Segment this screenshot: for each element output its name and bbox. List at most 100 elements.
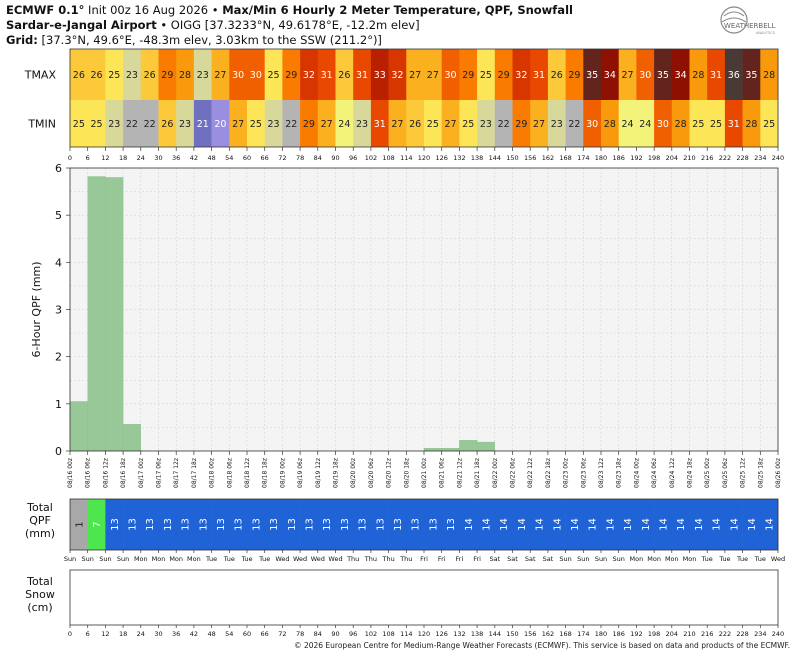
total-qpf-cell (477, 499, 496, 550)
tmin-cell (105, 100, 124, 147)
qpf-x-tick-label: 08/22 12z (527, 458, 534, 488)
temp-x-tick-label: 222 (719, 154, 731, 162)
day-label: Sun (613, 555, 625, 563)
tmin-value: 23 (108, 119, 120, 130)
total-qpf-cell (211, 499, 230, 550)
snow-x-tick-label: 168 (559, 630, 571, 638)
total-qpf-label-line: QPF (29, 514, 51, 527)
total-qpf-value: 13 (358, 518, 369, 531)
qpf-x-tick-label: 08/17 18z (191, 458, 198, 488)
qpf-x-tick-label: 08/26 00z (775, 458, 782, 488)
qpf-x-tick-label: 08/21 06z (439, 458, 446, 488)
day-label: Wed (771, 555, 785, 563)
tmax-value: 27 (214, 70, 226, 81)
day-label: Sat (525, 555, 536, 563)
snow-x-tick-label: 180 (595, 630, 607, 638)
snow-x-tick-label: 132 (453, 630, 465, 638)
total-qpf-value: 13 (110, 518, 121, 531)
total-qpf-cell (353, 499, 372, 550)
qpf-x-tick-label: 08/19 00z (279, 458, 286, 488)
day-label: Tue (701, 555, 713, 563)
tmax-cell (193, 49, 212, 100)
tmin-cell (547, 100, 566, 147)
tmin-cell (618, 100, 637, 147)
tmax-value: 32 (303, 70, 315, 81)
tmax-value: 26 (91, 70, 103, 81)
total-qpf-cell (547, 499, 566, 550)
snow-x-tick-label: 228 (736, 630, 748, 638)
qpf-x-tick-label: 08/22 00z (492, 458, 499, 488)
tmax-value: 28 (763, 70, 775, 81)
total-qpf-value: 13 (269, 518, 280, 531)
total-qpf-value: 14 (658, 518, 669, 531)
day-label: Mon (647, 555, 661, 563)
day-label: Sun (117, 555, 129, 563)
temp-x-tick-label: 18 (119, 154, 127, 162)
snow-x-tick-label: 216 (701, 630, 713, 638)
day-label: Fri (420, 555, 428, 563)
tmax-value: 27 (409, 70, 421, 81)
snow-x-tick-label: 90 (331, 630, 339, 638)
day-label: Tue (258, 555, 270, 563)
tmin-cell (671, 100, 690, 147)
temp-x-tick-label: 186 (612, 154, 624, 162)
total-qpf-cell (406, 499, 425, 550)
day-label: Tue (736, 555, 748, 563)
tmax-value: 30 (250, 70, 262, 81)
temp-x-tick-label: 84 (314, 154, 322, 162)
qpf-x-tick-label: 08/19 12z (315, 458, 322, 488)
tmin-cell (760, 100, 779, 147)
snow-x-tick-label: 18 (119, 630, 127, 638)
total-qpf-cell (317, 499, 336, 550)
tmax-cell (636, 49, 655, 100)
tmin-cell (229, 100, 248, 147)
snow-x-tick-label: 66 (261, 630, 269, 638)
temp-x-tick-label: 168 (559, 154, 571, 162)
qpf-x-tick-label: 08/16 06z (85, 458, 92, 488)
tmax-value: 31 (710, 70, 722, 81)
tmin-cell (264, 100, 283, 147)
qpf-x-tick-label: 08/21 18z (474, 458, 481, 488)
tmin-value: 23 (179, 119, 191, 130)
tmax-value: 29 (161, 70, 173, 81)
tmax-value: 26 (73, 70, 85, 81)
tmin-cell (459, 100, 478, 147)
qpf-bar (459, 440, 478, 452)
total-qpf-cell (565, 499, 584, 550)
total-qpf-cell (229, 499, 248, 550)
day-label: Thu (364, 555, 377, 563)
temp-x-tick-label: 96 (349, 154, 357, 162)
qpf-x-tick-label: 08/18 12z (244, 458, 251, 488)
temp-x-tick-label: 54 (225, 154, 233, 162)
total-qpf-value: 13 (411, 518, 422, 531)
qpf-x-tick-label: 08/20 18z (403, 458, 410, 488)
station-name: Sardar-e-Jangal Airport (6, 18, 157, 32)
temp-x-tick-label: 12 (101, 154, 109, 162)
total-qpf-panel: 1 7 13 13 13 13 13 13 13 13 13 13 13 13 13 13 13 13 13 13 13… (25, 498, 785, 563)
day-label: Tue (718, 555, 730, 563)
tmax-value: 35 (586, 70, 598, 81)
snow-x-tick-label: 120 (418, 630, 430, 638)
tmin-value: 30 (586, 119, 598, 130)
tmax-value: 33 (374, 70, 386, 81)
title-line-2: Sardar-e-Jangal Airport • OIGG [37.3233°… (6, 18, 420, 32)
tmax-cell (441, 49, 460, 100)
day-label: Mon (683, 555, 697, 563)
temp-x-tick-label: 30 (154, 154, 162, 162)
total-qpf-value: 14 (765, 518, 776, 531)
total-qpf-cell (105, 499, 124, 550)
total-qpf-value: 13 (198, 518, 209, 531)
tmin-value: 27 (445, 119, 457, 130)
tmin-value: 27 (232, 119, 244, 130)
tmin-cell (353, 100, 372, 147)
tmax-value: 30 (445, 70, 457, 81)
tmin-value: 21 (197, 119, 209, 130)
tmax-cell (317, 49, 336, 100)
total-qpf-value: 14 (641, 518, 652, 531)
temp-x-tick-label: 192 (630, 154, 642, 162)
tmin-cell (87, 100, 106, 147)
total-qpf-cell (689, 499, 708, 550)
tmin-cell (247, 100, 265, 147)
station-info: • OIGG [37.3233°N, 49.6178°E, -12.2m ele… (156, 18, 420, 32)
qpf-x-tick-label: 08/21 00z (421, 458, 428, 488)
